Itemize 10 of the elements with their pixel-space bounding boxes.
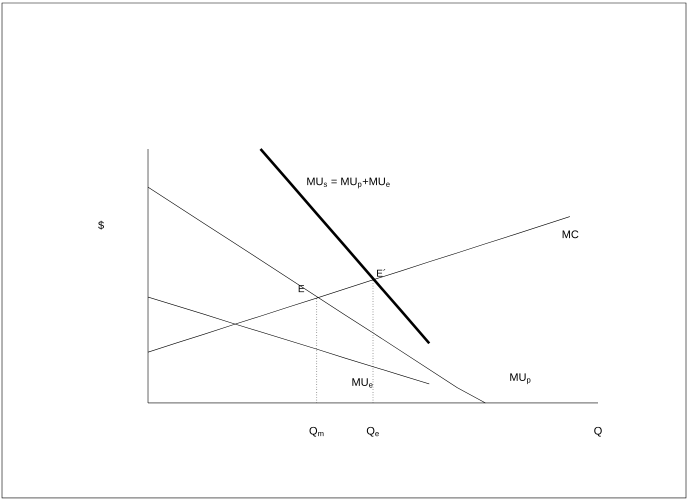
series-label: MC [562, 230, 578, 238]
series-label: MU$_{e}$ [352, 378, 373, 388]
x-tick-label: Q$_{e}$ [366, 426, 379, 437]
text: MU$_{p}$ [510, 373, 530, 384]
x-axis-title: Q [594, 426, 602, 437]
annotation: E´ [377, 269, 386, 277]
annotation: E [298, 285, 304, 292]
y-axis-title: $ [98, 220, 104, 230]
series-label: MU$_{s}$ = MU$_{p}$+MU$_{e}$ [307, 178, 390, 188]
x-tick-label: Q$_{m}$ [310, 426, 324, 437]
